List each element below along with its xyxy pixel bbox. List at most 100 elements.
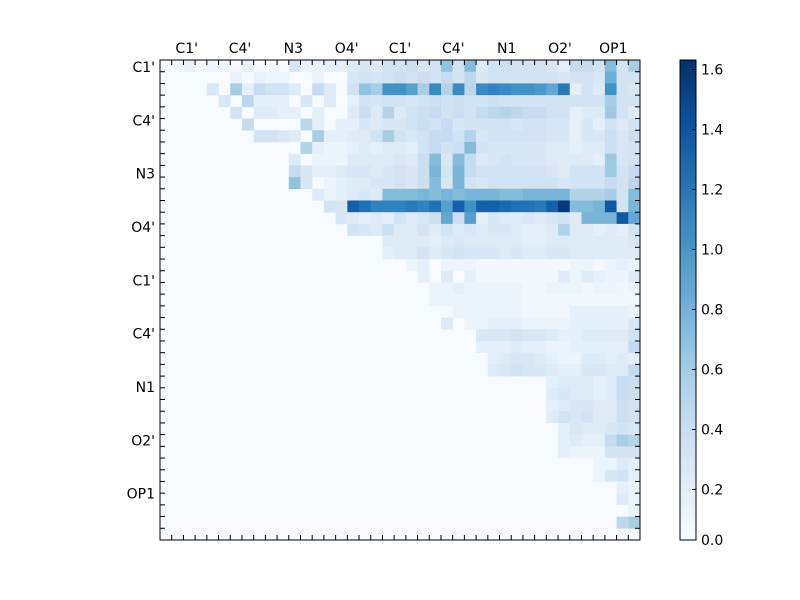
heatmap-cell: [359, 130, 372, 143]
heatmap-cell: [616, 340, 629, 353]
heatmap-cell: [452, 200, 465, 213]
heatmap-cell: [370, 71, 383, 84]
heatmap-cell: [464, 60, 477, 73]
heatmap-cell: [499, 118, 512, 131]
heatmap-cell: [581, 434, 594, 447]
heatmap-cell: [382, 130, 395, 143]
y-tick-label: C4': [132, 327, 155, 343]
heatmap-cell: [241, 118, 254, 131]
heatmap-cell: [558, 177, 571, 190]
heatmap-cell: [558, 153, 571, 166]
heatmap-cell: [417, 188, 430, 201]
heatmap-cell: [593, 352, 606, 365]
heatmap-cell: [440, 294, 453, 307]
heatmap-cell: [593, 106, 606, 119]
x-tick-label: C4': [229, 41, 252, 57]
heatmap-cell: [476, 200, 489, 213]
heatmap-cell: [476, 329, 489, 342]
heatmap-cell: [265, 71, 278, 84]
heatmap-cell: [452, 130, 465, 143]
heatmap-cell: [382, 200, 395, 213]
heatmap-cell: [558, 83, 571, 96]
heatmap-cell: [569, 60, 582, 73]
heatmap-cell: [394, 223, 407, 236]
heatmap-cell: [464, 235, 477, 248]
heatmap-cell: [429, 71, 442, 84]
heatmap-cell: [569, 165, 582, 178]
heatmap-cell: [628, 516, 641, 529]
heatmap-cell: [476, 95, 489, 108]
heatmap-cell: [581, 305, 594, 318]
heatmap-cell: [312, 165, 325, 178]
heatmap-cell: [628, 106, 641, 119]
heatmap-cell: [370, 118, 383, 131]
heatmap-cell: [593, 188, 606, 201]
heatmap-cell: [546, 411, 559, 424]
heatmap-cell: [323, 153, 336, 166]
heatmap-cell: [534, 352, 547, 365]
heatmap-cell: [546, 165, 559, 178]
colorbar-tick-label: 1.2: [701, 183, 723, 199]
heatmap-cell: [394, 188, 407, 201]
heatmap-cell: [604, 458, 617, 471]
heatmap-cell: [628, 422, 641, 435]
heatmap-cell: [241, 95, 254, 108]
heatmap-cell: [464, 247, 477, 260]
heatmap-cell: [522, 247, 535, 260]
heatmap-cell: [382, 247, 395, 260]
heatmap-cell: [230, 71, 243, 84]
heatmap-cell: [593, 200, 606, 213]
heatmap-cell: [417, 153, 430, 166]
heatmap-cell: [558, 317, 571, 330]
heatmap-cell: [440, 200, 453, 213]
heatmap-cell: [359, 200, 372, 213]
heatmap-cell: [288, 60, 301, 73]
heatmap-cell: [440, 270, 453, 283]
heatmap-cell: [604, 118, 617, 131]
heatmap-cell: [593, 329, 606, 342]
heatmap-cell: [382, 60, 395, 73]
x-tick-label: OP1: [599, 41, 627, 57]
heatmap-cell: [522, 235, 535, 248]
heatmap-cell: [511, 247, 524, 260]
heatmap-cell: [464, 118, 477, 131]
heatmap-cell: [429, 235, 442, 248]
heatmap-cell: [347, 153, 360, 166]
heatmap-cell: [499, 223, 512, 236]
heatmap-cell: [534, 95, 547, 108]
heatmap-cell: [464, 71, 477, 84]
heatmap-cell: [569, 130, 582, 143]
heatmap-cell: [359, 60, 372, 73]
heatmap-cell: [604, 141, 617, 154]
heatmap-cell: [382, 188, 395, 201]
heatmap-cell: [417, 71, 430, 84]
heatmap-cell: [616, 317, 629, 330]
heatmap-cell: [593, 399, 606, 412]
heatmap-cell: [581, 200, 594, 213]
heatmap-cell: [593, 458, 606, 471]
heatmap-cell: [546, 177, 559, 190]
heatmap-cells: [160, 60, 641, 540]
heatmap-cell: [546, 340, 559, 353]
heatmap-cell: [288, 177, 301, 190]
heatmap-cell: [452, 177, 465, 190]
heatmap-cell: [288, 165, 301, 178]
heatmap-cell: [405, 177, 418, 190]
heatmap-cell: [522, 71, 535, 84]
heatmap-cell: [323, 60, 336, 73]
heatmap-cell: [476, 188, 489, 201]
heatmap-cell: [487, 130, 500, 143]
heatmap-cell: [581, 95, 594, 108]
heatmap-cell: [628, 282, 641, 295]
heatmap-cell: [323, 188, 336, 201]
colorbar-tick-label: 0.4: [701, 423, 723, 439]
heatmap-cell: [616, 294, 629, 307]
heatmap-cell: [628, 364, 641, 377]
heatmap-cell: [253, 130, 266, 143]
heatmap-cell: [628, 259, 641, 272]
heatmap-cell: [546, 235, 559, 248]
heatmap-cell: [429, 177, 442, 190]
heatmap-cell: [382, 235, 395, 248]
heatmap-cell: [394, 200, 407, 213]
heatmap-cell: [335, 188, 348, 201]
